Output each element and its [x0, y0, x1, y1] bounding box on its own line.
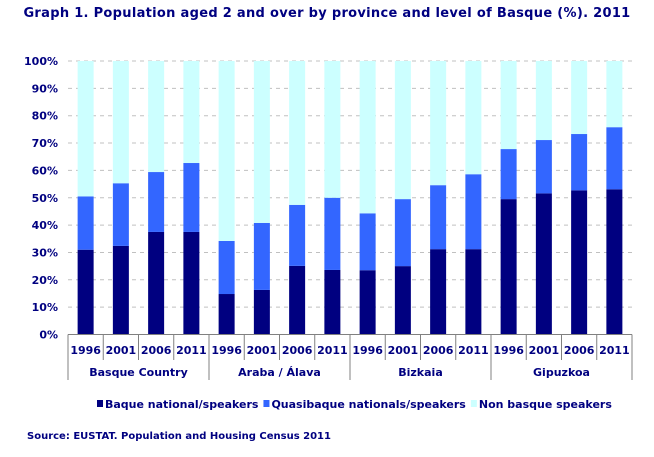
legend-label: Non basque speakers: [479, 398, 612, 411]
y-tick-label: 90%: [32, 82, 58, 95]
x-tick-label: 2006: [282, 344, 313, 357]
x-tick-label: 1996: [352, 344, 383, 357]
bar-quasi: [535, 140, 552, 194]
bar-quasi: [394, 199, 411, 267]
bar-non: [253, 61, 270, 223]
bar-non: [465, 61, 482, 175]
bar-quasi: [253, 222, 270, 290]
bar-quasi: [112, 183, 129, 246]
y-tick-label: 20%: [32, 274, 58, 287]
bar-basque: [359, 270, 376, 335]
bar-basque: [148, 231, 165, 335]
x-tick-label: 2001: [247, 344, 278, 357]
x-tick-label: 2011: [599, 344, 630, 357]
x-tick-label: 2006: [423, 344, 454, 357]
x-tick-label: 2011: [317, 344, 348, 357]
bar-basque: [430, 249, 447, 335]
bar-non: [430, 61, 447, 186]
bar-quasi: [183, 163, 200, 232]
bar-non: [606, 61, 623, 128]
bar-quasi: [324, 197, 341, 270]
group-label: Araba / Álava: [238, 366, 321, 379]
y-tick-label: 50%: [32, 192, 58, 205]
bar-non: [500, 61, 517, 150]
bar-quasi: [148, 172, 165, 232]
legend-label: Baque national/speakers: [105, 398, 259, 411]
bar-basque: [253, 289, 270, 335]
source-note: Source: EUSTAT. Population and Housing C…: [27, 431, 331, 442]
bar-non: [112, 61, 129, 184]
bar-basque: [324, 269, 341, 335]
bar-basque: [606, 189, 623, 335]
x-tick-label: 2001: [106, 344, 137, 357]
legend-label: Quasibaque nationals/speakers: [271, 398, 466, 411]
x-tick-label: 2001: [388, 344, 419, 357]
x-tick-label: 2011: [176, 344, 207, 357]
bar-basque: [571, 190, 588, 335]
group-label: Basque Country: [89, 366, 188, 379]
bar-quasi: [430, 185, 447, 250]
bar-non: [218, 61, 235, 241]
bar-quasi: [289, 204, 306, 266]
bar-non: [77, 61, 94, 197]
bar-quasi: [606, 127, 623, 190]
bar-basque: [218, 294, 235, 335]
y-tick-label: 70%: [32, 137, 58, 150]
group-label: Gipuzkoa: [533, 366, 590, 379]
bar-non: [359, 61, 376, 214]
bar-non: [571, 61, 588, 135]
bar-basque: [535, 193, 552, 335]
bar-basque: [112, 245, 129, 335]
bar-non: [324, 61, 341, 198]
y-tick-label: 60%: [32, 164, 58, 177]
x-tick-label: 2001: [529, 344, 560, 357]
y-tick-label: 80%: [32, 110, 58, 123]
bar-basque: [500, 199, 517, 335]
bar-quasi: [218, 240, 235, 295]
bar-non: [183, 61, 200, 164]
bar-basque: [289, 265, 306, 335]
bar-quasi: [77, 196, 94, 250]
y-tick-label: 100%: [24, 55, 58, 68]
y-tick-label: 30%: [32, 246, 58, 259]
y-tick-label: 40%: [32, 219, 58, 232]
x-tick-label: 1996: [493, 344, 524, 357]
bar-basque: [183, 231, 200, 335]
y-tick-label: 0%: [39, 329, 58, 342]
y-tick-label: 10%: [32, 301, 58, 314]
bar-non: [148, 61, 165, 173]
bar-basque: [394, 266, 411, 335]
bar-quasi: [571, 134, 588, 191]
bar-non: [289, 61, 306, 205]
bar-quasi: [465, 174, 482, 250]
legend-swatch: [470, 400, 477, 407]
group-label: Bizkaia: [398, 366, 443, 379]
legend-swatch: [263, 400, 270, 407]
bar-basque: [77, 249, 94, 335]
bar-non: [535, 61, 552, 141]
x-tick-label: 1996: [70, 344, 101, 357]
legend-swatch: [97, 400, 103, 407]
bar-quasi: [359, 213, 376, 271]
x-tick-label: 2011: [458, 344, 489, 357]
x-tick-label: 2006: [141, 344, 172, 357]
x-tick-label: 1996: [211, 344, 242, 357]
chart-title: Graph 1. Population aged 2 and over by p…: [23, 6, 631, 21]
bar-non: [394, 61, 411, 200]
bar-basque: [465, 249, 482, 335]
bar-quasi: [500, 149, 517, 200]
x-tick-label: 2006: [564, 344, 595, 357]
